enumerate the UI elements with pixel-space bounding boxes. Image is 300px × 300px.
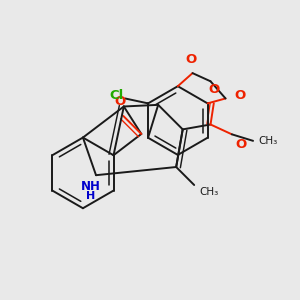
Text: O: O <box>208 83 219 96</box>
Text: O: O <box>235 89 246 102</box>
Text: CH₃: CH₃ <box>258 136 277 146</box>
Text: Cl: Cl <box>109 89 124 102</box>
Text: O: O <box>185 53 197 66</box>
Text: CH₃: CH₃ <box>199 187 218 196</box>
Text: H: H <box>86 191 96 202</box>
Text: NH: NH <box>81 180 101 193</box>
Text: O: O <box>114 95 126 108</box>
Text: O: O <box>235 138 246 151</box>
